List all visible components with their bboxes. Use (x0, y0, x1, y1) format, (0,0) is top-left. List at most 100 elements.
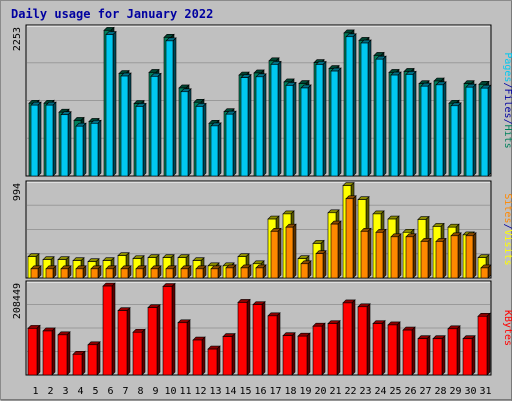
files-bar (330, 70, 339, 177)
kbytes-bar-side (351, 299, 356, 376)
files-bar (315, 64, 324, 177)
sites-bar-side (292, 223, 297, 279)
sites-bar (330, 223, 339, 279)
kbytes-bar-side (231, 332, 236, 376)
legend-files: Files (502, 88, 512, 118)
day-label: 14 (224, 386, 236, 397)
sites-bar (150, 268, 159, 279)
files-bar-side (187, 88, 192, 177)
kbytes-bar-side (261, 300, 266, 376)
day-label: 9 (152, 386, 158, 397)
sites-bar (390, 236, 399, 279)
kbytes-bar-side (156, 303, 161, 376)
kbytes-bar-side (411, 326, 416, 376)
sites-bar-side (472, 232, 477, 279)
day-label: 22 (344, 386, 356, 397)
day-label: 10 (164, 386, 176, 397)
kbytes-bar-side (216, 345, 221, 376)
day-label: 12 (194, 386, 206, 397)
sites-bar-side (412, 233, 417, 279)
kbytes-bar (237, 302, 248, 376)
sites-bar (135, 268, 144, 279)
day-label: 11 (179, 386, 191, 397)
kbytes-bar (327, 323, 338, 376)
day-label: 7 (122, 386, 128, 397)
files-bar-side (322, 60, 327, 177)
kbytes-bar (432, 338, 443, 376)
kbytes-bar-side (441, 335, 446, 376)
panel-kbytes: 208449 KBytes (12, 280, 512, 376)
files-bar (270, 64, 279, 177)
sites-bar (105, 268, 114, 279)
kbytes-bar (282, 335, 293, 376)
sites-bar (360, 231, 369, 279)
files-bar-side (307, 84, 312, 177)
files-bar (300, 87, 309, 177)
files-bar-side (442, 81, 447, 177)
kbytes-bar-side (111, 282, 116, 376)
day-label: 26 (404, 386, 416, 397)
sites-bar (285, 226, 294, 279)
files-bar-side (262, 73, 267, 177)
files-bar (90, 123, 99, 177)
sites-bar (420, 241, 429, 279)
files-bar (390, 74, 399, 177)
files-bar (240, 77, 249, 177)
sites-bar (315, 253, 324, 279)
files-bar-side (52, 101, 57, 177)
files-bar-side (157, 72, 162, 177)
sites-bar (270, 231, 279, 279)
legend-kbytes: KBytes (502, 310, 512, 346)
kbytes-bar (117, 310, 128, 376)
kbytes-bar-side (336, 319, 341, 376)
kbytes-bar-side (246, 298, 251, 376)
sites-bar (255, 267, 264, 279)
files-bar-side (397, 71, 402, 177)
side-legend: KBytes (502, 310, 512, 346)
sites-bar (195, 268, 204, 279)
day-label: 8 (137, 386, 143, 397)
files-bar-side (82, 122, 87, 177)
sites-bar (45, 268, 54, 279)
kbytes-bar (177, 322, 188, 376)
sites-bar-side (367, 227, 372, 279)
day-label: 16 (254, 386, 266, 397)
legend-sep: / (502, 82, 512, 88)
files-bar (75, 125, 84, 177)
kbytes-bar (57, 334, 68, 376)
files-bar (60, 114, 69, 177)
day-label: 15 (239, 386, 251, 397)
files-bar-side (202, 102, 207, 177)
day-label: 23 (359, 386, 371, 397)
kbytes-bar-side (186, 319, 191, 376)
files-bar-side (232, 110, 237, 177)
files-bar-side (457, 102, 462, 177)
day-label: 18 (284, 386, 296, 397)
files-bar-side (292, 81, 297, 177)
kbytes-bar-side (126, 306, 131, 376)
y-max-label: 2253 (12, 27, 23, 51)
files-bar (120, 75, 129, 177)
files-bar-side (217, 122, 222, 177)
kbytes-bar (147, 307, 158, 376)
kbytes-bar (387, 324, 398, 376)
sites-bar (75, 268, 84, 279)
kbytes-bar (132, 331, 143, 376)
kbytes-bar (42, 330, 53, 376)
kbytes-bar-side (486, 312, 491, 376)
files-bar (465, 86, 474, 177)
files-bar-side (127, 72, 132, 177)
files-bar-side (37, 101, 42, 177)
kbytes-bar (402, 329, 413, 376)
files-bar (45, 104, 54, 177)
files-bar (420, 85, 429, 177)
kbytes-bar-side (471, 335, 476, 376)
kbytes-bar-side (51, 327, 56, 376)
files-bar (360, 42, 369, 177)
kbytes-bar-side (141, 328, 146, 376)
kbytes-bar (417, 338, 428, 376)
day-label: 1 (32, 386, 38, 397)
files-bar (405, 74, 414, 177)
